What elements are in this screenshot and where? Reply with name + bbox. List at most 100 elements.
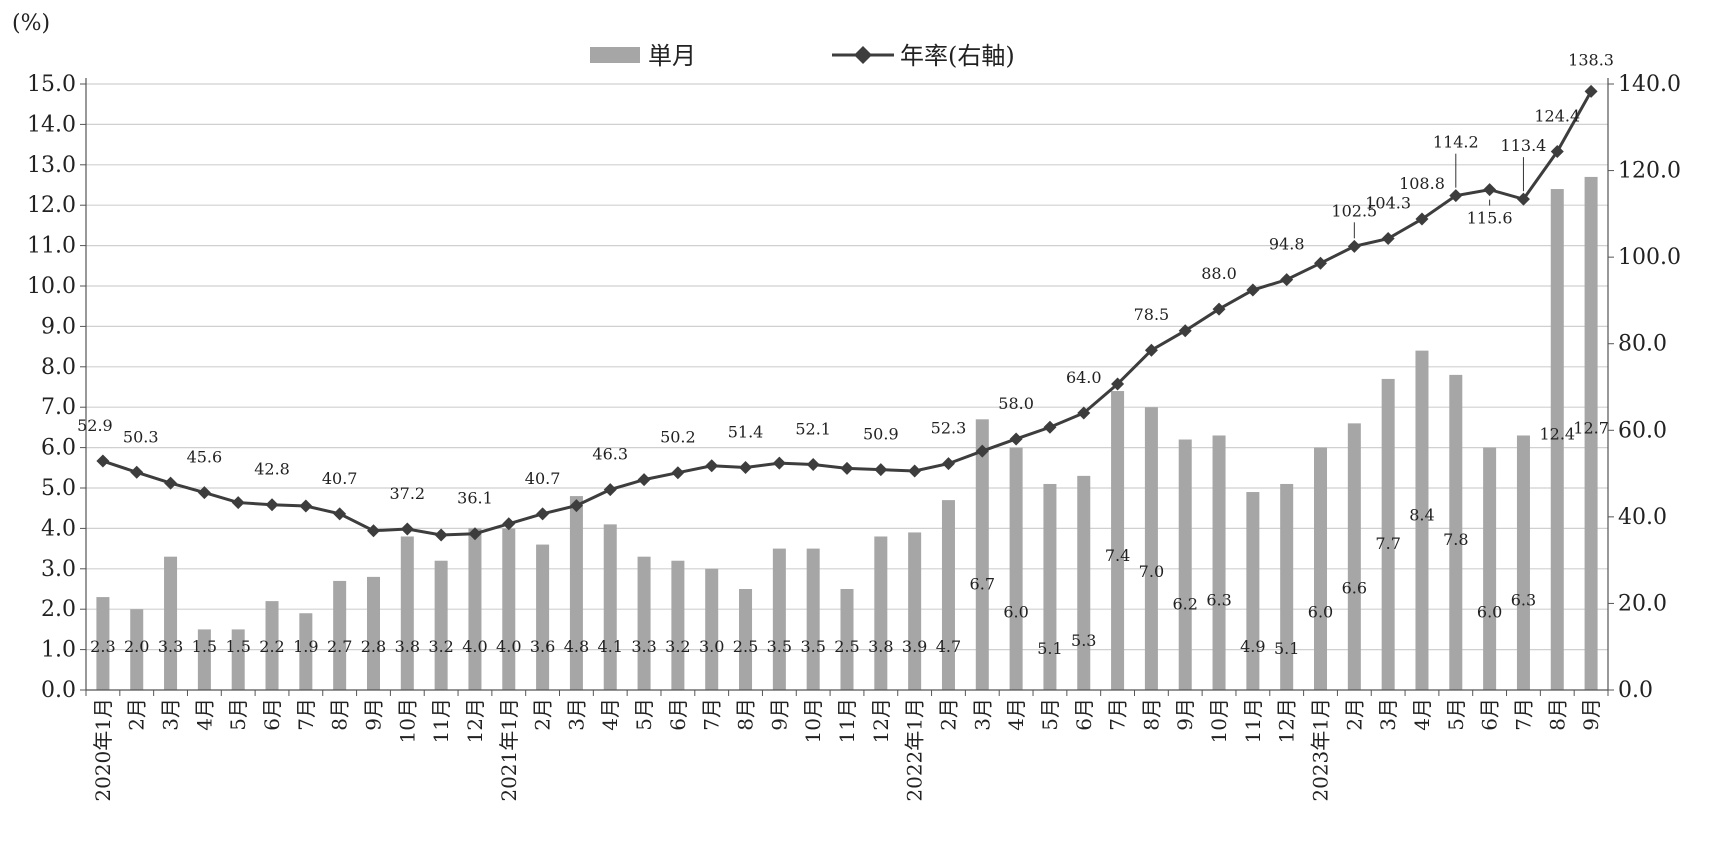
x-axis-tick-label: 11月	[1241, 698, 1265, 743]
bar	[874, 536, 888, 690]
bar	[1516, 435, 1530, 690]
legend: 単月 年率(右軸)	[590, 42, 1015, 70]
bar-value-label: 5.1	[1037, 639, 1062, 658]
bar-value-label: 6.0	[1003, 603, 1028, 622]
line-value-label: 42.8	[254, 460, 290, 479]
bar-value-label: 3.5	[800, 637, 825, 656]
bar	[705, 568, 719, 690]
right-axis-tick-label: 0.0	[1618, 678, 1653, 703]
line-point	[231, 496, 245, 510]
line-point	[536, 507, 550, 521]
left-axis-tick-label: 8.0	[41, 355, 76, 380]
left-axis-tick-label: 14.0	[27, 112, 76, 137]
bar-value-label: 2.0	[124, 637, 149, 656]
x-axis-tick-label: 5月	[632, 698, 656, 731]
bar	[366, 576, 380, 690]
line-point	[299, 499, 313, 513]
right-axis-tick-label: 60.0	[1618, 418, 1667, 443]
line-point	[265, 498, 279, 512]
x-axis-tick-label: 12月	[869, 698, 893, 743]
bar-value-label: 2.8	[361, 637, 386, 656]
bar	[1550, 189, 1564, 691]
line-value-label: 50.2	[660, 428, 696, 447]
legend-bar-swatch	[590, 47, 640, 63]
bar-value-label: 6.6	[1342, 578, 1367, 597]
line-value-label: 113.4	[1501, 136, 1547, 155]
bar-value-label: 3.3	[631, 637, 656, 656]
x-axis-tick-label: 3月	[970, 698, 994, 731]
line-value-label: 94.8	[1269, 235, 1305, 254]
bar-value-label: 2.2	[259, 637, 284, 656]
bar-series	[96, 176, 1598, 691]
bar	[468, 528, 482, 690]
bar	[975, 419, 989, 690]
x-axis-tick-label: 2月	[1342, 698, 1366, 731]
x-axis-tick-label: 11月	[429, 698, 453, 743]
bar	[1483, 447, 1497, 690]
x-axis-tick-label: 4月	[1004, 698, 1028, 731]
bar-value-label: 3.2	[428, 637, 453, 656]
bar	[299, 613, 313, 690]
x-axis-tick-label: 5月	[226, 698, 250, 731]
bar	[1077, 475, 1091, 690]
line-value-label: 37.2	[389, 484, 425, 503]
bar-value-label: 6.2	[1172, 595, 1197, 614]
line-point	[941, 457, 955, 471]
x-axis-tick-label: 8月	[328, 698, 352, 731]
bar-value-label: 2.3	[90, 637, 115, 656]
bar	[806, 548, 820, 690]
line-value-label: 40.7	[525, 469, 561, 488]
line-point	[705, 459, 719, 473]
x-axis-tick-label: 12月	[463, 698, 487, 743]
x-axis-tick-label: 12月	[1275, 698, 1299, 743]
x-axis-tick-label: 9月	[767, 698, 791, 731]
x-axis-tick-label: 5月	[1038, 698, 1062, 731]
line-point	[1584, 84, 1598, 98]
line-value-label: 52.3	[931, 419, 967, 438]
x-axis-tick-label: 2021年1月	[497, 698, 521, 802]
bar	[603, 524, 617, 690]
bar-value-label: 2.5	[733, 637, 758, 656]
bar-value-label: 6.0	[1477, 603, 1502, 622]
line-point	[400, 522, 414, 536]
line-point	[840, 461, 854, 475]
bar-value-label: 4.8	[564, 637, 589, 656]
bar-value-label: 8.4	[1409, 506, 1434, 525]
bar-value-label: 6.3	[1511, 590, 1536, 609]
bar	[1280, 483, 1294, 690]
right-axis-tick-label: 100.0	[1618, 245, 1681, 270]
bar-value-label: 3.5	[767, 637, 792, 656]
line-point	[1111, 377, 1125, 391]
bar-value-label: 12.4	[1539, 425, 1575, 444]
line-value-label: 88.0	[1201, 264, 1237, 283]
bar	[1381, 378, 1395, 690]
bar	[1043, 483, 1057, 690]
left-axis-tick-label: 10.0	[27, 274, 76, 299]
bar-value-label: 4.1	[598, 637, 623, 656]
bar	[1314, 447, 1328, 690]
bar	[400, 536, 414, 690]
bar	[637, 556, 651, 690]
bar	[569, 496, 583, 690]
left-axis-tick-label: 12.0	[27, 193, 76, 218]
x-axis-tick-label: 5月	[1444, 698, 1468, 731]
bar-value-label: 3.0	[699, 637, 724, 656]
x-axis-tick-label: 6月	[1072, 698, 1096, 731]
gridlines	[86, 83, 1608, 651]
line-value-label: 50.3	[123, 427, 159, 446]
line-value-label: 124.4	[1534, 107, 1580, 126]
x-axis-tick-label: 9月	[361, 698, 385, 731]
line-value-label: 102.5	[1331, 201, 1377, 220]
x-axis-tick-label: 6月	[1478, 698, 1502, 731]
y-axis-unit-label: (%)	[12, 11, 50, 36]
x-axis-tick-label: 10月	[1207, 698, 1231, 743]
x-axis-tick-label: 6月	[260, 698, 284, 731]
line-point	[1009, 432, 1023, 446]
bar	[130, 609, 144, 690]
x-axis-tick-label: 4月	[1410, 698, 1434, 731]
line-point	[1449, 189, 1463, 203]
line-point	[1415, 212, 1429, 226]
x-axis-tick-label: 3月	[564, 698, 588, 731]
x-axis-tick-label: 2022年1月	[903, 698, 927, 802]
